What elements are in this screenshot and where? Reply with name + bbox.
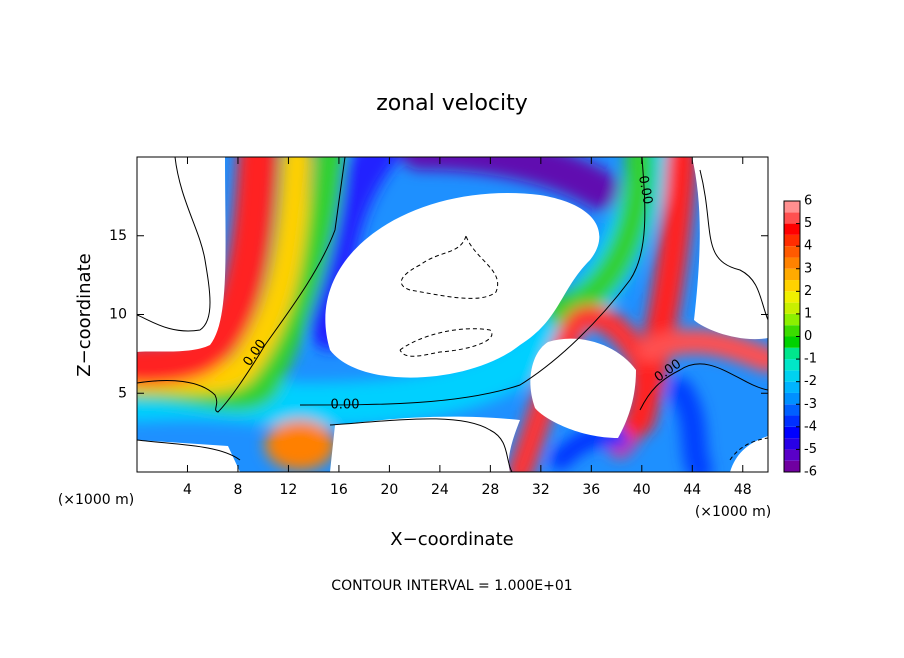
contour-interval-note: CONTOUR INTERVAL = 1.000E+01 xyxy=(331,578,572,594)
colorbar-swatch xyxy=(784,347,800,360)
colorbar-tick-label: 6 xyxy=(804,194,812,209)
y-unit-label: (×1000 m) xyxy=(58,492,134,508)
colorbar-swatch xyxy=(784,223,800,235)
chart-title: zonal velocity xyxy=(376,91,528,116)
colorbar-tick-label: 0 xyxy=(804,329,812,344)
colorbar-swatch xyxy=(784,449,800,461)
colorbar-tick-label: 4 xyxy=(804,239,812,254)
colorbar-swatch xyxy=(784,438,800,450)
x-tick-label: 32 xyxy=(532,482,550,498)
colorbar-swatch xyxy=(784,246,800,258)
colorbar-tick-label: -6 xyxy=(804,465,817,480)
colorbar-swatch xyxy=(784,257,800,269)
colorbar-swatch xyxy=(784,201,800,213)
colorbar-tick-label: 5 xyxy=(804,216,812,231)
x-tick-label: 4 xyxy=(183,482,192,498)
x-tick-label: 20 xyxy=(380,482,398,498)
y-tick-label: 10 xyxy=(109,307,127,323)
contour-field xyxy=(137,157,768,472)
colorbar-tick-label: 2 xyxy=(804,284,812,299)
x-tick-label: 24 xyxy=(431,482,449,498)
colorbar-swatch xyxy=(784,404,800,416)
contour-label: 0.00 xyxy=(331,398,360,413)
x-axis-label: X−coordinate xyxy=(390,529,513,550)
colorbar-swatch xyxy=(784,381,800,393)
colorbar-swatch xyxy=(784,325,800,337)
x-tick-label: 48 xyxy=(734,482,752,498)
colorbar-tick-label: -5 xyxy=(804,442,817,457)
colorbar-tick-label: -3 xyxy=(804,397,817,412)
colorbar-tick-label: -4 xyxy=(804,419,817,434)
x-unit-label: (×1000 m) xyxy=(695,504,771,520)
y-axis-label: Z−coordinate xyxy=(74,253,95,376)
colorbar-tick-label: 1 xyxy=(804,306,812,321)
y-tick-label: 5 xyxy=(118,385,127,401)
x-tick-label: 16 xyxy=(330,482,348,498)
x-tick-label: 28 xyxy=(481,482,499,498)
y-tick-label: 15 xyxy=(109,228,127,244)
colorbar-swatch xyxy=(784,415,800,427)
colorbar-swatch xyxy=(784,426,800,439)
colorbar-swatch xyxy=(784,302,800,314)
x-tick-label: 36 xyxy=(582,482,600,498)
colorbar-swatch xyxy=(784,280,800,292)
colorbar-tick-label: 3 xyxy=(804,261,812,276)
colorbar-swatch xyxy=(784,359,800,371)
colorbar-swatch xyxy=(784,291,800,303)
colorbar-swatch xyxy=(784,268,800,281)
colorbar-swatch xyxy=(784,392,800,405)
colorbar-swatch xyxy=(784,212,800,224)
x-tick-label: 12 xyxy=(280,482,298,498)
colorbar-swatch xyxy=(784,234,800,247)
x-tick-label: 44 xyxy=(683,482,701,498)
colorbar-tick-label: -2 xyxy=(804,374,817,389)
colorbar-swatch xyxy=(784,370,800,382)
colorbar-swatch xyxy=(784,313,800,326)
x-tick-label: 40 xyxy=(633,482,651,498)
colorbar-swatch xyxy=(784,460,800,472)
colorbar-swatch xyxy=(784,336,800,348)
x-tick-label: 8 xyxy=(233,482,242,498)
colorbar-tick-label: -1 xyxy=(804,352,817,367)
contour-label: 0.00 xyxy=(635,174,655,205)
